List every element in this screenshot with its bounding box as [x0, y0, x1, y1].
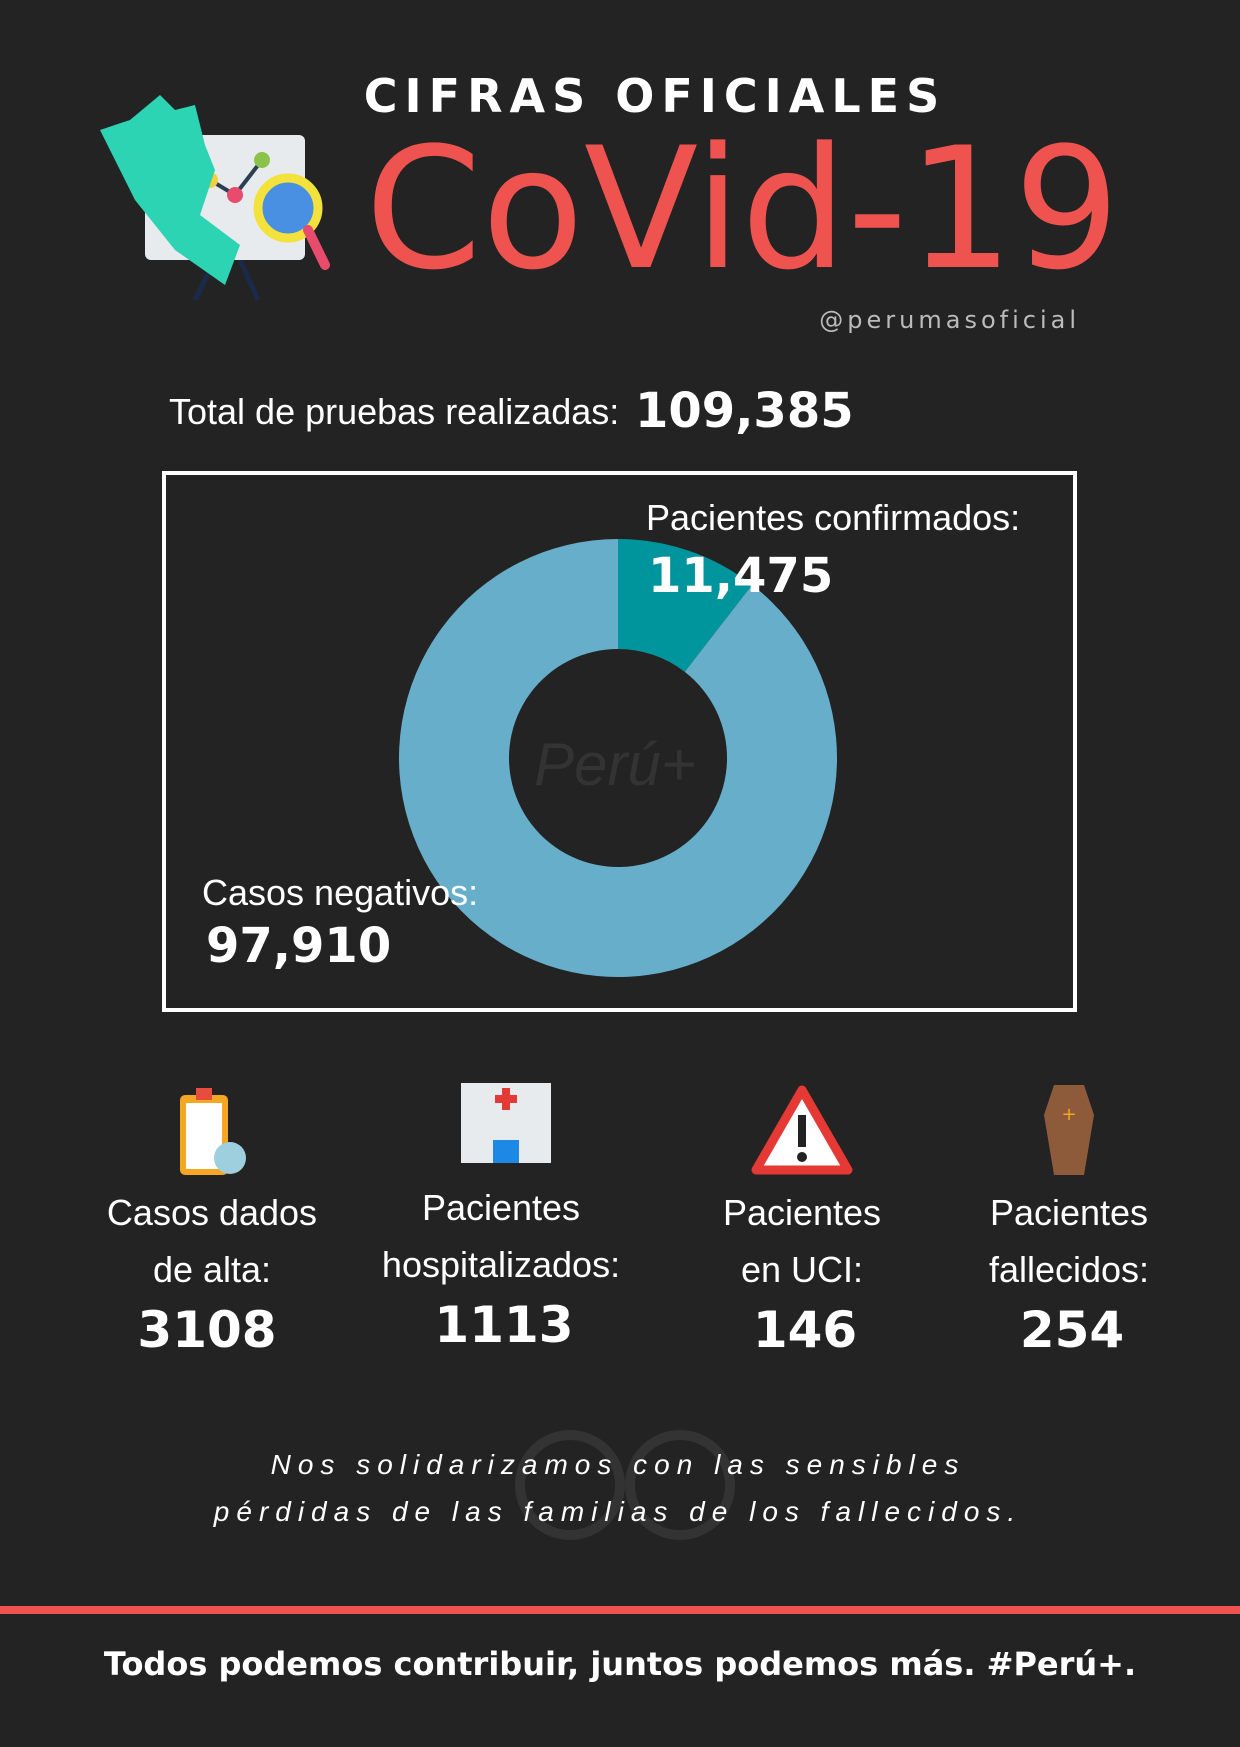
stat-value: 146: [753, 1301, 857, 1359]
stat-label: fallecidos:: [989, 1249, 1149, 1290]
watermark: Perú+: [534, 731, 696, 798]
slice-value-label: 97,910: [206, 918, 391, 974]
slice-value-label: 11,475: [648, 548, 833, 604]
stat-value: 1113: [434, 1296, 573, 1354]
donut: [399, 539, 837, 977]
total-label: Total de pruebas realizadas:: [169, 391, 619, 432]
slice-label: Pacientes confirmados:: [646, 497, 1020, 538]
footer: Todos podemos contribuir, juntos podemos…: [104, 1645, 1136, 1683]
stats: Casos dados de alta: 3108 Pacientes hospital…: [107, 1187, 1149, 1359]
stat-label: Pacientes: [990, 1192, 1148, 1233]
header-icon: [100, 95, 330, 302]
quote-line: pérdidas de las familias de los fallecid…: [213, 1496, 1022, 1527]
slice: [399, 539, 837, 977]
slice: [618, 539, 753, 672]
footer-bar: [0, 1606, 1240, 1614]
svg-text:+: +: [1061, 1104, 1076, 1125]
stat-label: en UCI:: [741, 1249, 863, 1290]
quote-marks: [515, 1430, 735, 1540]
slice-label: Casos negativos:: [202, 872, 478, 913]
stat-value: 3108: [137, 1301, 276, 1359]
stat-label: hospitalizados:: [382, 1244, 620, 1285]
stat-value: 254: [1020, 1301, 1124, 1359]
total-value: 109,385: [635, 383, 854, 439]
kicker: CIFRAS OFICIALES: [364, 69, 946, 123]
stat-label: de alta:: [153, 1249, 271, 1290]
icon-hospital: [461, 1083, 551, 1163]
quote-line: Nos solidarizamos con las sensibles: [271, 1449, 966, 1480]
icon-warning: [751, 1085, 853, 1175]
icon-clipboard: [180, 1088, 246, 1175]
stat-label: Pacientes: [422, 1187, 580, 1228]
handle: @perumasoficial: [819, 306, 1080, 334]
icon-coffin: +: [1044, 1085, 1094, 1175]
chart-frame: [162, 471, 1077, 1012]
stat-label: Casos dados: [107, 1192, 317, 1233]
title: CoVid-19: [365, 111, 1120, 307]
stat-label: Pacientes: [723, 1192, 881, 1233]
